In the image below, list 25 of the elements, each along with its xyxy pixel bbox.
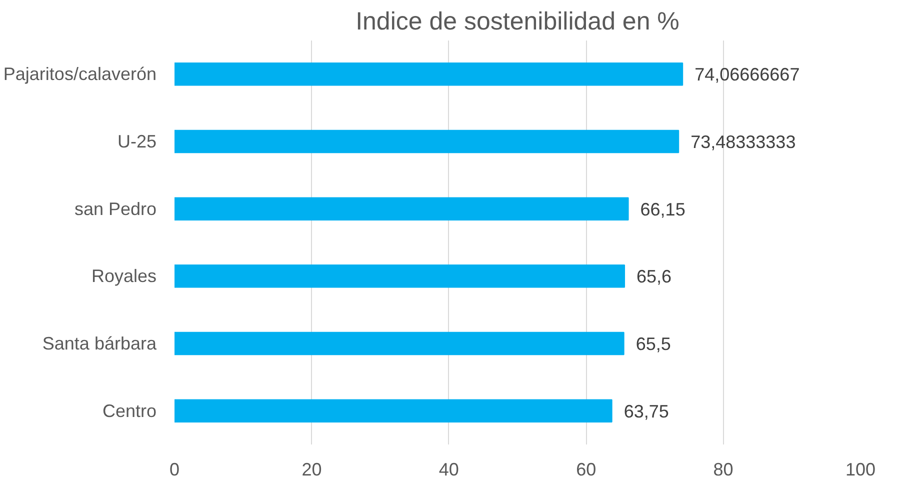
bar [174, 62, 684, 86]
y-tick-label: U-25 [117, 132, 156, 152]
bar [174, 399, 612, 422]
x-tick-label: 20 [302, 460, 322, 480]
x-tick-label: 40 [438, 460, 459, 480]
chart-title: Indice de sostenibilidad en % [356, 8, 680, 36]
y-tick-label: Santa bárbara [42, 334, 158, 354]
data-label: 73,48333333 [690, 132, 796, 152]
x-tick-label: 0 [169, 460, 180, 480]
y-tick-label: Centro [102, 400, 157, 421]
bar [174, 130, 680, 154]
y-tick-label: Pajaritos/calaverón [3, 64, 157, 84]
x-tick-label: 100 [845, 460, 876, 480]
data-label: 74,06666667 [694, 64, 800, 85]
bar [174, 332, 624, 356]
bar [174, 197, 629, 220]
bar [174, 264, 626, 288]
data-label: 63,75 [624, 401, 669, 422]
y-tick-label: san Pedro [74, 198, 157, 219]
data-label: 66,15 [640, 199, 686, 220]
data-label: 65,6 [636, 266, 672, 287]
y-tick-label: Royales [91, 266, 156, 286]
data-label: 65,5 [636, 334, 671, 354]
x-tick-label: 80 [713, 460, 734, 480]
x-tick-label: 60 [576, 460, 596, 480]
